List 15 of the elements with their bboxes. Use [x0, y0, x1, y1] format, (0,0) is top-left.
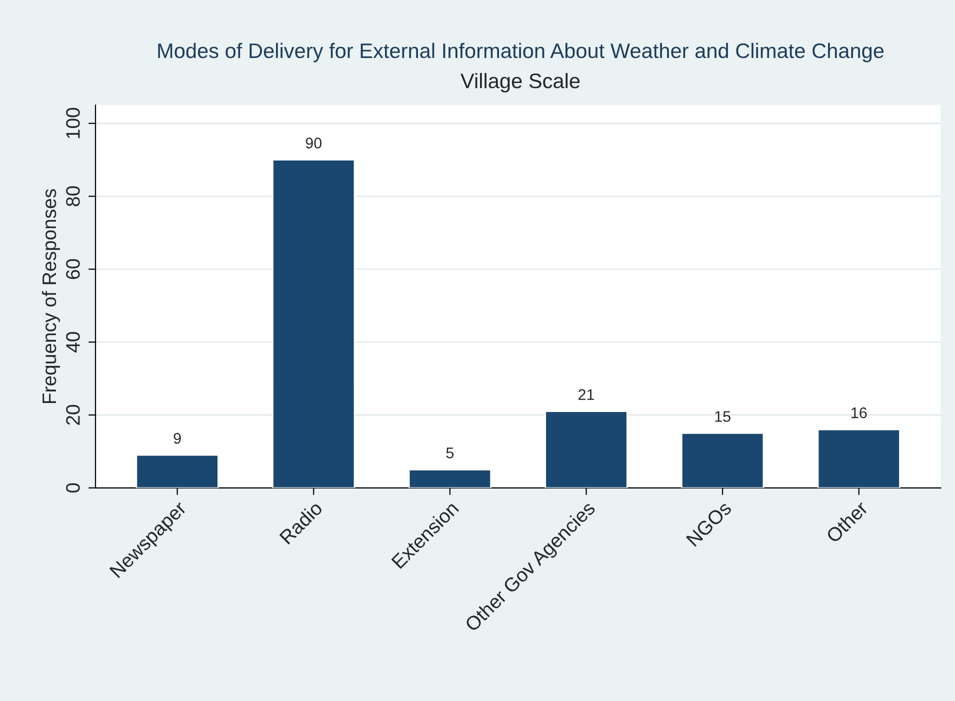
- y-tick-label: 80: [66, 186, 80, 206]
- data-label: 16: [852, 407, 867, 418]
- y-tick-label: 60: [66, 259, 80, 280]
- chart-subtitle: Village Scale: [460, 73, 580, 92]
- y-tick-label: 40: [66, 332, 80, 352]
- y-tick-label: 100: [66, 108, 80, 138]
- data-label: 90: [306, 138, 322, 148]
- y-tick-label: 0: [66, 483, 80, 493]
- y-tick-label: 20: [66, 404, 80, 425]
- data-label: 15: [715, 411, 730, 422]
- y-axis-title: Frequency of Responses: [42, 189, 60, 404]
- chart-title: Modes of Delivery for External Information About Weather and Climate Change: [158, 42, 884, 62]
- data-label: 21: [578, 389, 594, 400]
- data-label: 5: [446, 448, 454, 458]
- data-label: 9: [174, 432, 181, 444]
